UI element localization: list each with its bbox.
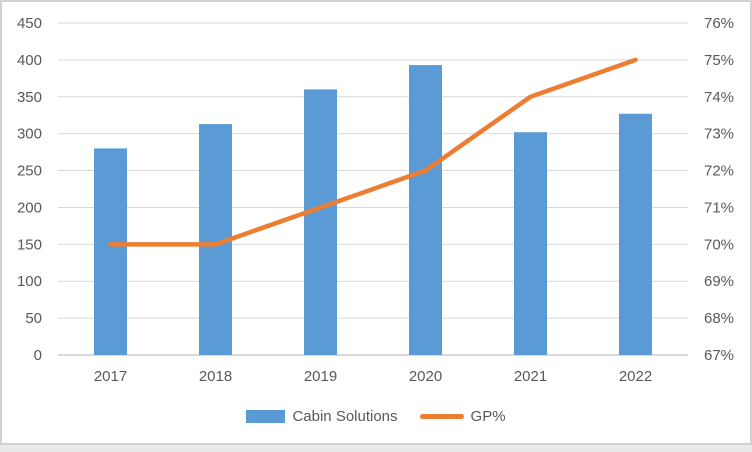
- y-axis-left-tick: 200: [17, 199, 42, 216]
- y-axis-left-tick: 0: [34, 347, 42, 364]
- gp-percent-line: [108, 57, 638, 247]
- x-axis-tick-2018: 2018: [199, 368, 232, 385]
- legend-line-swatch-icon: [419, 414, 464, 419]
- x-axis-tick-2019: 2019: [304, 368, 337, 385]
- bar-2019: [304, 89, 337, 356]
- y-axis-left-tick: 400: [17, 52, 42, 69]
- chart-canvas: 0 50 100 150 200 250 300 350 400 450 67% 68% 69% 70% 7…: [17, 15, 734, 385]
- y-axis-right-tick: 74%: [704, 89, 734, 106]
- y-axis-left-tick: 50: [25, 310, 42, 327]
- y-axis-right-tick: 72%: [704, 163, 734, 180]
- y-axis-right-tick: 70%: [704, 236, 734, 253]
- y-axis-left-tick: 250: [17, 163, 42, 180]
- legend-label-cabin-solutions: Cabin Solutions: [292, 408, 398, 425]
- legend-bar-swatch-icon: [246, 410, 286, 423]
- chart-legend: Cabin Solutions GP%: [0, 408, 752, 425]
- x-axis-tick-2021: 2021: [514, 368, 547, 385]
- bar-2020: [409, 65, 442, 355]
- bar-2017: [94, 148, 127, 355]
- y-axis-left-tick: 100: [17, 273, 42, 290]
- legend-item-cabin-solutions: Cabin Solutions: [246, 408, 398, 425]
- x-axis-tick-2017: 2017: [94, 368, 127, 385]
- y-axis-right-tick: 71%: [704, 199, 734, 216]
- y-axis-left-tick: 300: [17, 126, 42, 143]
- y-axis-left-tick: 450: [17, 15, 42, 32]
- y-axis-right-tick: 68%: [704, 310, 734, 327]
- x-axis-tick-2020: 2020: [409, 368, 442, 385]
- y-axis-left-tick: 150: [17, 236, 42, 253]
- y-axis-right-tick: 73%: [704, 126, 734, 143]
- x-axis-tick-2022: 2022: [619, 368, 652, 385]
- legend-label-gp-percent: GP%: [470, 408, 506, 425]
- y-axis-right-tick: 69%: [704, 273, 734, 290]
- y-axis-left-tick: 350: [17, 89, 42, 106]
- legend-item-gp-percent: GP%: [419, 408, 506, 425]
- y-axis-right-tick: 76%: [704, 15, 734, 32]
- bar-2022: [619, 113, 652, 355]
- y-axis-right-tick: 67%: [704, 347, 734, 364]
- y-axis-right-tick: 75%: [704, 52, 734, 69]
- bar-2021: [514, 132, 547, 355]
